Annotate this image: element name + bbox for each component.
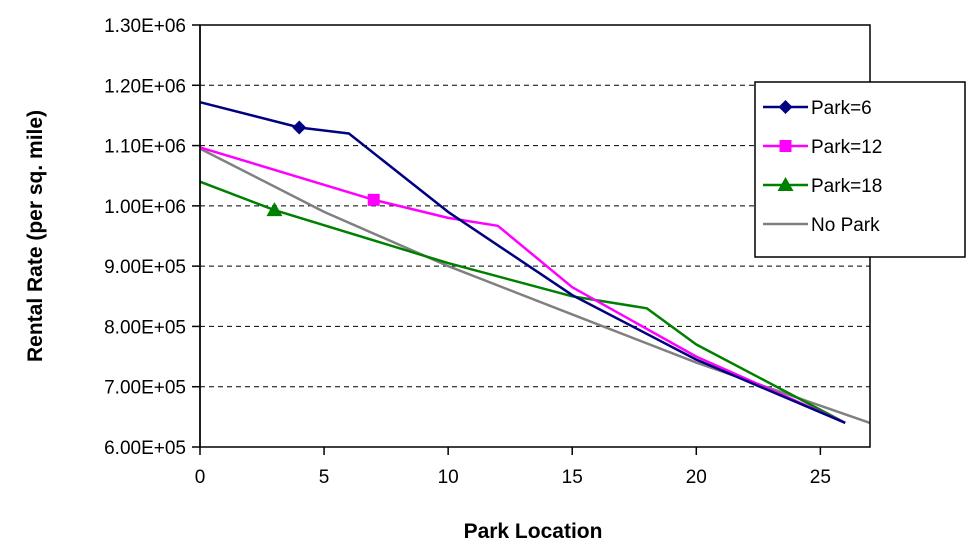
legend-item: No Park (763, 215, 880, 236)
legend-label: No Park (811, 215, 880, 236)
marker-square (779, 140, 792, 152)
x-axis: 0 5 10 15 20 25 (195, 447, 831, 488)
y-tick-label: 1.20E+06 (104, 76, 186, 97)
x-tick-label: 25 (810, 467, 831, 488)
x-axis-title: Park Location (464, 520, 603, 543)
y-tick-label: 1.10E+06 (104, 137, 186, 158)
marker-diamond (778, 100, 793, 114)
marker-triangle (777, 177, 794, 191)
series-group (199, 100, 871, 425)
marker-square (367, 193, 380, 206)
legend-item: Park=6 (763, 98, 872, 119)
x-tick-label: 20 (686, 467, 707, 488)
y-tick-label: 6.00E+05 (104, 438, 186, 459)
marker-triangle (266, 202, 283, 217)
x-tick-label: 15 (562, 467, 583, 488)
x-tick-label: 0 (195, 467, 206, 488)
legend-item: Park=12 (763, 137, 882, 158)
y-tick-label: 8.00E+05 (104, 317, 186, 338)
y-tick-label: 1.00E+06 (104, 197, 186, 218)
legend-item: Park=18 (763, 176, 882, 197)
legend: Park=6 Park=12 Park=18 No Park (754, 81, 966, 258)
y-tick-label: 1.30E+06 (104, 16, 186, 37)
x-tick-label: 10 (438, 467, 459, 488)
legend-label: Park=18 (811, 176, 882, 197)
legend-label: Park=12 (811, 137, 882, 158)
x-tick-label: 5 (319, 467, 330, 488)
y-tick-label: 7.00E+05 (104, 378, 186, 399)
y-axis-title: Rental Rate (per sq. mile) (24, 110, 47, 362)
marker-diamond (292, 120, 307, 135)
y-tick-label: 9.00E+05 (104, 257, 186, 278)
legend-label: Park=6 (811, 98, 872, 119)
legend-box (754, 81, 966, 258)
y-axis: 6.00E+05 7.00E+05 8.00E+05 9.00E+05 1.00E+06… (104, 16, 201, 459)
legend-items: Park=6 Park=12 Park=18 No Park (763, 98, 882, 236)
